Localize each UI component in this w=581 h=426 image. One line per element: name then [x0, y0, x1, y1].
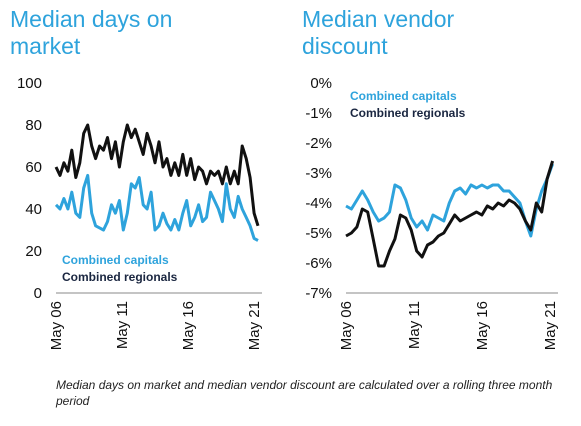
- x-tick-label: May 11: [114, 301, 131, 349]
- x-tick-label: May 11: [406, 301, 423, 349]
- x-tick-label: May 16: [474, 301, 491, 350]
- x-tick-label: May 21: [246, 301, 263, 350]
- legend-regionals: Combined regionals: [350, 106, 466, 120]
- series-line-capitals: [345, 163, 555, 238]
- y-tick-label: 40: [25, 201, 42, 218]
- y-tick-label: 20: [25, 243, 42, 260]
- days-on-market-chart: 0 20 40 60 80 100 May 06 May 11 May 16 May 21 Comb…: [17, 75, 263, 350]
- y-tick-label: -5%: [305, 225, 332, 242]
- y-tick-label: -6%: [305, 255, 332, 272]
- x-tick-label: May 06: [338, 301, 355, 350]
- y-tick-label: -7%: [305, 285, 332, 302]
- legend-capitals: Combined capitals: [350, 89, 457, 103]
- series-line-regionals: [345, 160, 555, 268]
- vendor-discount-chart: 0% -1% -2% -3% -4% -5% -6% -7% May 06 May 11 May 1…: [305, 75, 559, 350]
- x-tick-label: May 21: [542, 301, 559, 350]
- x-tick-label: May 06: [48, 301, 65, 350]
- y-tick-label: 0: [34, 285, 42, 302]
- y-tick-label: -2%: [305, 135, 332, 152]
- series-line-regionals: [54, 123, 260, 227]
- chart-title-days-on-market: Median days on market: [10, 6, 173, 59]
- y-tick-label: 100: [17, 75, 42, 92]
- y-tick-label: -3%: [305, 165, 332, 182]
- series-line-capitals: [54, 173, 259, 242]
- y-tick-label: 60: [25, 159, 42, 176]
- legend-regionals: Combined regionals: [62, 270, 178, 284]
- y-tick-label: 0%: [310, 75, 332, 92]
- y-tick-label: 80: [25, 117, 42, 134]
- y-tick-label: -4%: [305, 195, 332, 212]
- footnote: Median days on market and median vendor …: [56, 378, 553, 408]
- x-tick-label: May 16: [180, 301, 197, 350]
- chart-title-vendor-discount: Median vendor discount: [302, 6, 455, 59]
- y-tick-label: -1%: [305, 105, 332, 122]
- legend-capitals: Combined capitals: [62, 253, 169, 267]
